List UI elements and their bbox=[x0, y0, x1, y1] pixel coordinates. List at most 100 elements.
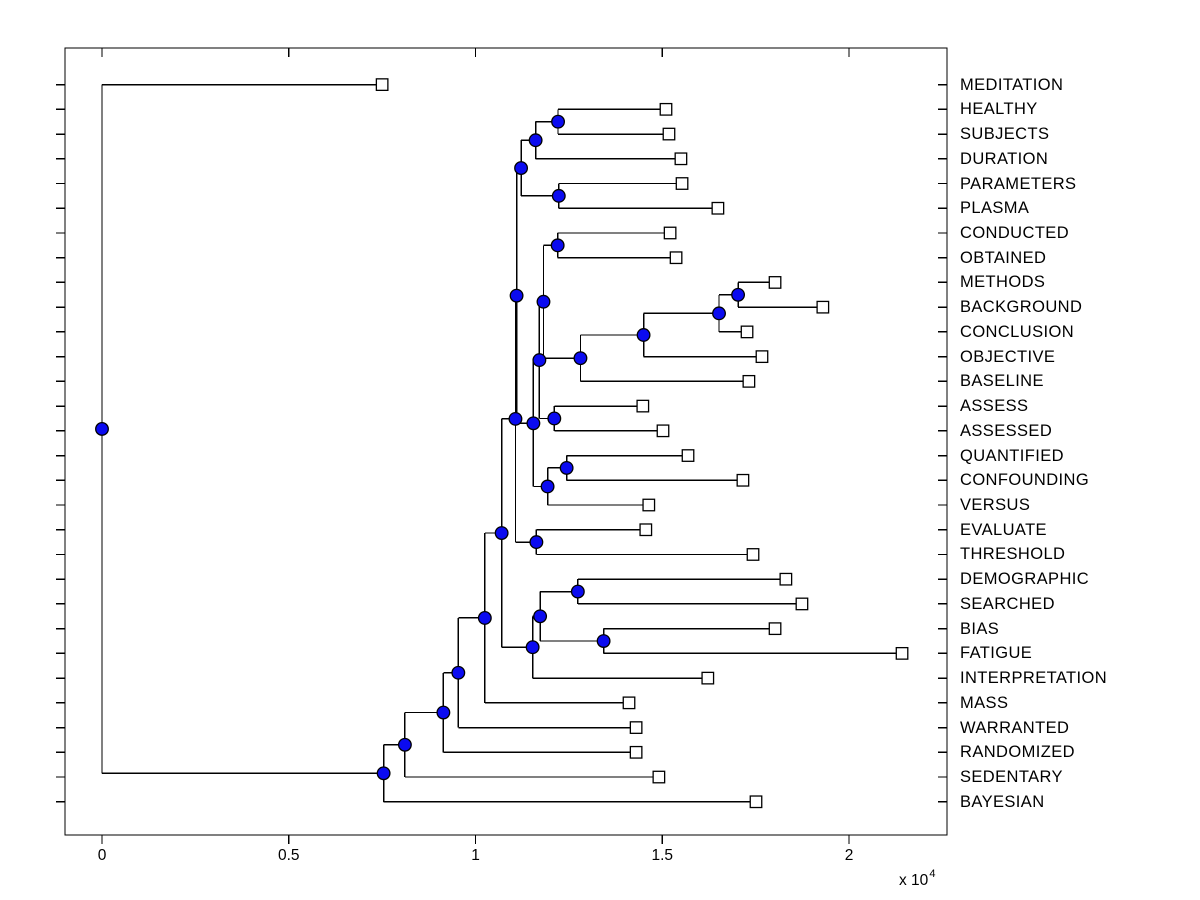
tree-branch-lines bbox=[101, 83, 903, 803]
leaf-marker-square bbox=[742, 374, 756, 388]
axis-ticks bbox=[56, 48, 947, 844]
leaf-marker-square bbox=[816, 300, 830, 314]
leaf-marker-square bbox=[740, 325, 754, 339]
leaf-marker-square bbox=[711, 201, 725, 215]
leaf-label: OBJECTIVE bbox=[960, 347, 1056, 366]
leaf-label: BAYESIAN bbox=[960, 792, 1045, 811]
internal-node-marker bbox=[532, 353, 547, 368]
internal-node-marker bbox=[376, 766, 391, 781]
internal-node-marker bbox=[536, 294, 551, 309]
leaf-marker-square bbox=[701, 671, 715, 685]
leaf-label: PLASMA bbox=[960, 199, 1030, 218]
internal-node-marker bbox=[550, 238, 565, 253]
leaf-marker-square bbox=[755, 350, 769, 364]
leaf-marker-square bbox=[656, 424, 670, 438]
internal-node-marker bbox=[528, 133, 543, 148]
leaf-label: BASELINE bbox=[960, 372, 1044, 391]
leaf-label: ASSESSED bbox=[960, 421, 1053, 440]
leaf-label: THRESHOLD bbox=[960, 545, 1066, 564]
leaf-label: INTERPRETATION bbox=[960, 669, 1108, 688]
internal-node-marker bbox=[712, 306, 726, 321]
leaf-marker-square bbox=[669, 251, 683, 265]
leaf-label: CONFOUNDING bbox=[960, 471, 1090, 490]
x-tick-label: 1.5 bbox=[651, 847, 674, 864]
x-tick-label: 1 bbox=[471, 847, 480, 864]
internal-node-marker bbox=[573, 351, 588, 366]
leaf-marker-square bbox=[681, 449, 695, 462]
internal-node-marker bbox=[525, 640, 540, 655]
axes-box bbox=[64, 47, 948, 836]
leaf-marker-square bbox=[779, 572, 793, 586]
exponent-value: 4 bbox=[929, 868, 936, 880]
leaf-label: RANDOMIZED bbox=[960, 743, 1075, 762]
leaf-marker-square bbox=[652, 770, 666, 784]
leaf-label: SEARCHED bbox=[960, 594, 1055, 613]
leaf-marker-square bbox=[749, 795, 763, 809]
tree-node-markers bbox=[95, 78, 909, 809]
leaf-label: EVALUATE bbox=[960, 520, 1047, 539]
internal-node-marker bbox=[547, 411, 562, 426]
internal-node-marker bbox=[526, 416, 541, 431]
leaf-marker-square bbox=[629, 745, 643, 759]
internal-node-marker bbox=[529, 535, 544, 550]
leaf-marker-square bbox=[736, 473, 750, 487]
internal-node-marker bbox=[508, 411, 523, 426]
leaf-label: MEDITATION bbox=[960, 75, 1064, 94]
internal-node-marker bbox=[636, 328, 651, 342]
internal-node-marker bbox=[559, 460, 574, 475]
leaf-marker-square bbox=[622, 696, 636, 710]
leaf-marker-square bbox=[629, 721, 643, 734]
leaf-marker-square bbox=[659, 102, 673, 116]
internal-node-marker bbox=[95, 421, 109, 436]
leaf-label: SEDENTARY bbox=[960, 768, 1063, 787]
leaf-label: OBTAINED bbox=[960, 248, 1047, 267]
leaf-marker-square bbox=[663, 226, 677, 240]
leaf-marker-square bbox=[895, 646, 909, 660]
internal-node-marker bbox=[477, 610, 492, 625]
exponent-prefix: x 10 bbox=[899, 872, 929, 890]
internal-node-marker bbox=[514, 161, 529, 176]
x-tick-label: 0 bbox=[97, 847, 107, 864]
leaf-label: SUBJECTS bbox=[960, 125, 1050, 144]
leaf-label: METHODS bbox=[960, 273, 1046, 292]
internal-node-marker bbox=[533, 609, 548, 624]
internal-node-marker bbox=[551, 114, 565, 129]
leaf-marker-square bbox=[639, 523, 653, 537]
internal-node-marker bbox=[509, 288, 524, 303]
leaf-marker-square bbox=[768, 276, 782, 289]
leaf-label: BIAS bbox=[960, 619, 1000, 638]
leaf-label: WARRANTED bbox=[960, 718, 1070, 737]
leaf-label: VERSUS bbox=[960, 496, 1031, 514]
axes-box-rect bbox=[64, 47, 948, 836]
internal-node-marker bbox=[570, 584, 585, 599]
internal-node-marker bbox=[551, 188, 566, 203]
x-tick-label: 0.5 bbox=[277, 847, 300, 864]
leaf-label: MASS bbox=[960, 693, 1009, 712]
leaf-marker-square bbox=[675, 177, 689, 190]
leaf-label: DURATION bbox=[960, 149, 1049, 168]
leaf-marker-square bbox=[375, 78, 389, 91]
internal-node-marker bbox=[494, 526, 509, 540]
leaf-label: PARAMETERS bbox=[960, 174, 1077, 193]
x-tick-label: 2 bbox=[844, 847, 854, 864]
leaf-marker-square bbox=[662, 127, 676, 141]
leaf-label: CONCLUSION bbox=[960, 322, 1075, 341]
leaf-label: HEALTHY bbox=[960, 100, 1038, 119]
leaf-label: FATIGUE bbox=[960, 644, 1033, 663]
leaf-label: DEMOGRAPHIC bbox=[960, 570, 1090, 589]
internal-node-marker bbox=[596, 634, 611, 648]
internal-node-marker bbox=[436, 705, 451, 720]
leaf-marker-square bbox=[768, 622, 782, 636]
leaf-label: ASSESS bbox=[960, 397, 1029, 416]
leaf-label: CONDUCTED bbox=[960, 223, 1070, 242]
leaf-marker-square bbox=[642, 498, 656, 512]
internal-node-marker bbox=[731, 287, 746, 302]
internal-node-marker bbox=[397, 737, 412, 752]
leaf-label: BACKGROUND bbox=[960, 298, 1083, 317]
leaf-label: QUANTIFIED bbox=[960, 446, 1064, 465]
axis-exponent-label: x 104 bbox=[899, 868, 936, 890]
leaf-marker-square bbox=[636, 399, 650, 413]
internal-node-marker bbox=[451, 665, 466, 680]
